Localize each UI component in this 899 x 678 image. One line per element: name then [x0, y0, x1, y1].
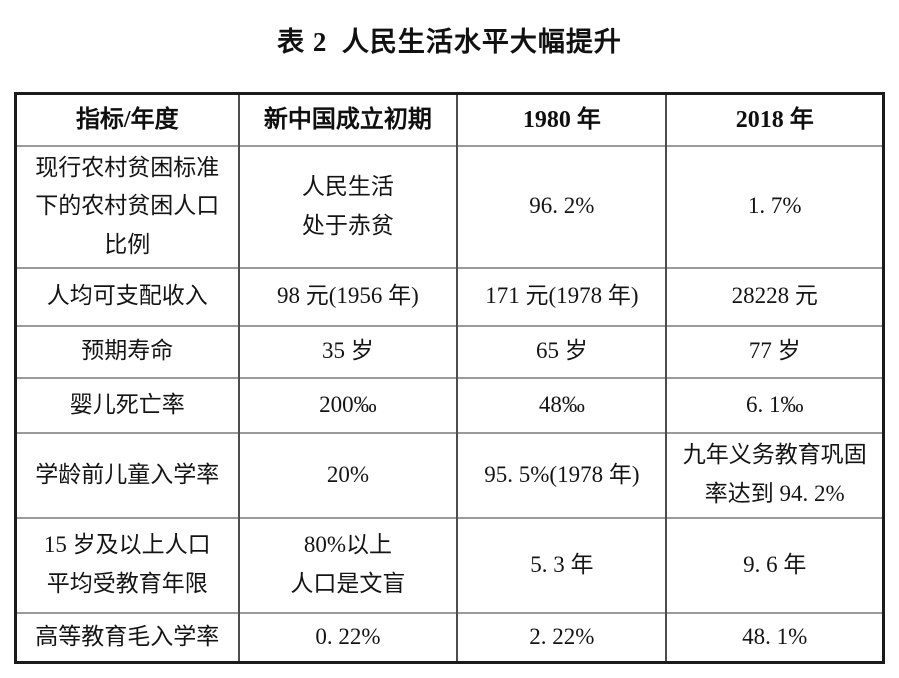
table-cell: 95. 5%(1978 年): [456, 431, 667, 518]
table-cell: 预期寿命: [14, 324, 239, 378]
table-cell: 98 元(1956 年): [237, 266, 458, 326]
table-cell: 0. 22%: [237, 611, 458, 663]
table-cell: 200‰: [237, 376, 458, 433]
header-cell-2018: 2018 年: [665, 92, 884, 146]
table-cell: 6. 1‰: [665, 376, 884, 433]
data-table: 指标/年度 新中国成立初期 1980 年 2018 年 现行农村贫困标准 下的农…: [14, 92, 885, 664]
header-cell-indicator-year: 指标/年度: [14, 92, 239, 146]
table-cell: 171 元(1978 年): [456, 266, 667, 326]
table-cell: 20%: [237, 431, 458, 518]
table-cell: 人民生活 处于赤贫: [237, 144, 458, 268]
header-cell-1980: 1980 年: [456, 92, 667, 146]
table-cell: 高等教育毛入学率: [14, 611, 239, 663]
table-cell: 65 岁: [456, 324, 667, 378]
table-caption: 表 2 人民生活水平大幅提升: [277, 27, 622, 57]
table-row-life-expectancy: 预期寿命 35 岁 65 岁 77 岁: [14, 324, 884, 378]
table-cell: 80%以上 人口是文盲: [237, 516, 458, 613]
table-cell: 96. 2%: [456, 144, 667, 268]
table-row-infant-mortality: 婴儿死亡率 200‰ 48‰ 6. 1‰: [14, 376, 884, 433]
table-cell: 2. 22%: [456, 611, 667, 663]
table-row-years-of-education: 15 岁及以上人口 平均受教育年限 80%以上 人口是文盲 5. 3 年 9. …: [14, 516, 884, 613]
table-row-preschool-enrollment: 学龄前儿童入学率 20% 95. 5%(1978 年) 九年义务教育巩固 率达到…: [14, 431, 884, 518]
header-cell-early-prc: 新中国成立初期: [237, 92, 458, 146]
table-cell: 48‰: [456, 376, 667, 433]
table-cell: 现行农村贫困标准 下的农村贫困人口 比例: [14, 144, 239, 268]
table-cell: 婴儿死亡率: [14, 376, 239, 433]
table-cell: 9. 6 年: [665, 516, 884, 613]
table-cell: 1. 7%: [665, 144, 884, 268]
table-cell: 35 岁: [237, 324, 458, 378]
table-cell: 5. 3 年: [456, 516, 667, 613]
table-cell: 九年义务教育巩固 率达到 94. 2%: [665, 431, 884, 518]
table-cell: 77 岁: [665, 324, 884, 378]
table-cell: 15 岁及以上人口 平均受教育年限: [14, 516, 239, 613]
table-cell: 人均可支配收入: [14, 266, 239, 326]
table-cell: 学龄前儿童入学率: [14, 431, 239, 518]
table-cell: 28228 元: [665, 266, 884, 326]
table-row-rural-poverty: 现行农村贫困标准 下的农村贫困人口 比例 人民生活 处于赤贫 96. 2% 1.…: [14, 144, 884, 268]
table-cell: 48. 1%: [665, 611, 884, 663]
table-row-disposable-income: 人均可支配收入 98 元(1956 年) 171 元(1978 年) 28228…: [14, 266, 884, 326]
table-header-row: 指标/年度 新中国成立初期 1980 年 2018 年: [14, 92, 884, 146]
table-row-higher-education-enrollment: 高等教育毛入学率 0. 22% 2. 22% 48. 1%: [14, 611, 884, 663]
